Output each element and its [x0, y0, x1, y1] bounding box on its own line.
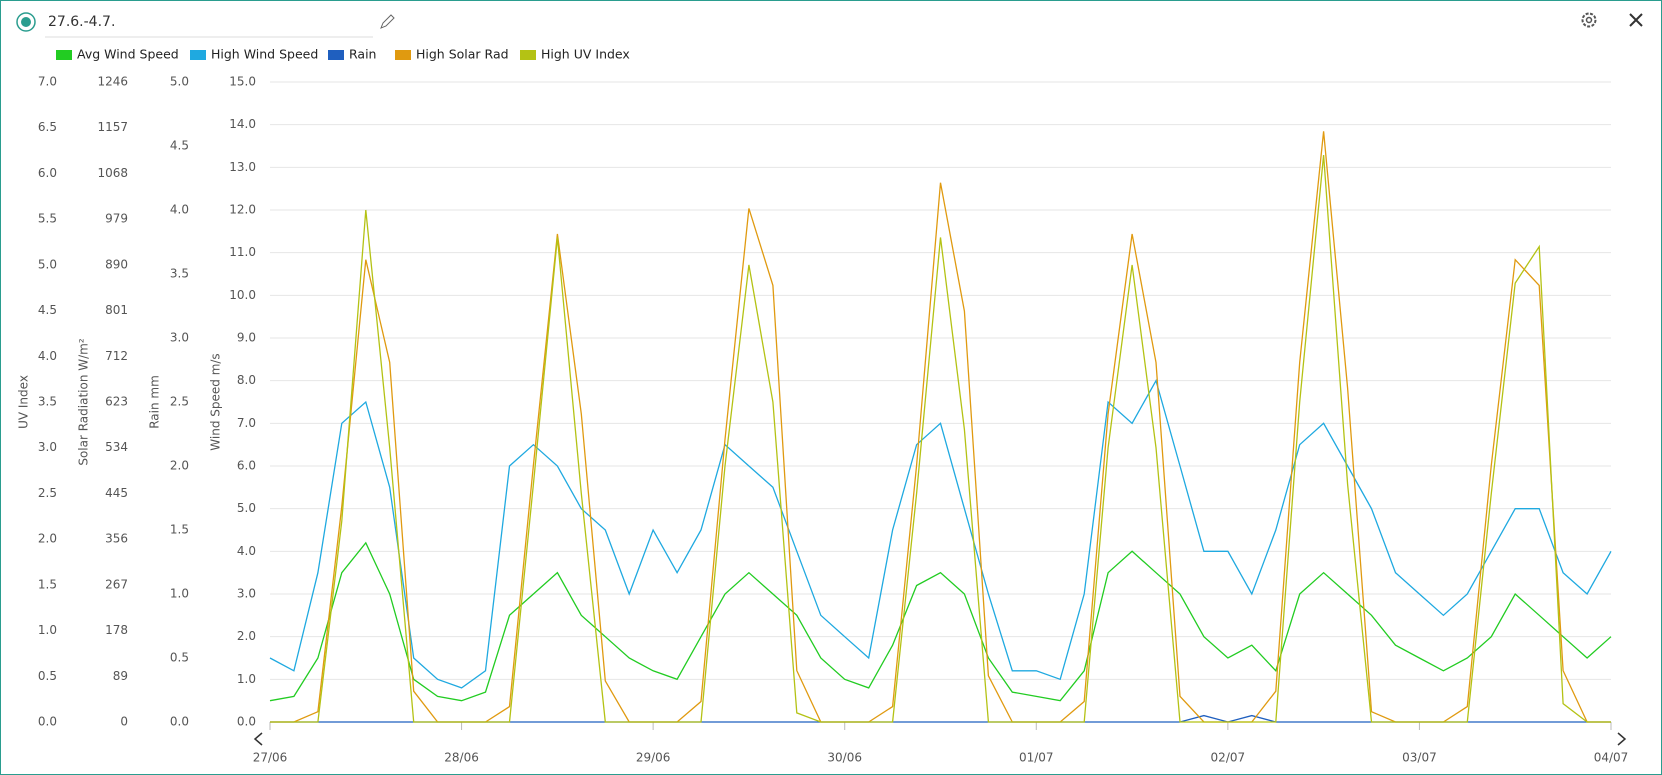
y-tick-label: 623 — [105, 395, 128, 409]
y-tick-label: 5.0 — [170, 75, 189, 89]
y-tick-label: 13.0 — [229, 160, 256, 174]
y-tick-label: 0.5 — [38, 669, 57, 683]
series-line — [270, 131, 1611, 723]
axis-title: Wind Speed m/s — [209, 353, 223, 450]
y-tick-label: 1.5 — [38, 577, 57, 591]
gear-hub — [1585, 16, 1593, 24]
y-tick-label: 4.0 — [237, 544, 256, 558]
y-tick-label: 7.0 — [237, 416, 256, 430]
y-tick-label: 979 — [105, 212, 128, 226]
close-icon[interactable] — [1629, 13, 1643, 27]
y-tick-label: 1.0 — [170, 587, 189, 601]
x-tick-label: 04/07 — [1594, 751, 1629, 765]
series-line — [269, 541, 1612, 702]
y-tick-label: 6.0 — [237, 459, 256, 473]
legend-swatch — [395, 50, 411, 60]
y-tick-label: 267 — [105, 577, 128, 591]
axis-title: UV Index — [17, 375, 31, 429]
series-line — [270, 155, 1611, 723]
y-tick-label: 0.0 — [237, 715, 256, 729]
y-tick-label: 0.0 — [38, 715, 57, 729]
axis-title: Rain mm — [148, 375, 162, 429]
gear — [1581, 12, 1597, 28]
settings-icon[interactable] — [1581, 12, 1597, 28]
y-tick-label: 2.0 — [237, 629, 256, 643]
x-tick-label: 01/07 — [1019, 751, 1054, 765]
status-dot — [21, 17, 31, 27]
x-tick-label: 27/06 — [253, 751, 288, 765]
y-tick-label: 6.0 — [38, 166, 57, 180]
y-tick-label: 89 — [113, 669, 128, 683]
y-tick-label: 3.5 — [38, 395, 57, 409]
y-tick-label: 9.0 — [237, 331, 256, 345]
y-tick-label: 10.0 — [229, 288, 256, 302]
y-tick-label: 178 — [105, 623, 128, 637]
y-tick-label: 534 — [105, 440, 128, 454]
x-tick-label: 30/06 — [827, 751, 862, 765]
prev-arrow[interactable] — [253, 732, 263, 746]
axis-title: Solar Radiation W/m² — [77, 338, 91, 466]
chart-title: 27.6.-4.7. — [48, 14, 115, 30]
x-tick-label: 28/06 — [444, 751, 479, 765]
legend-label: High UV Index — [541, 47, 630, 62]
y-tick-label: 2.0 — [170, 459, 189, 473]
y-tick-label: 8.0 — [237, 373, 256, 387]
y-tick-label: 1157 — [97, 120, 128, 134]
y-tick-label: 2.0 — [38, 532, 57, 546]
legend-label: High Wind Speed — [211, 47, 318, 62]
y-tick-label: 445 — [105, 486, 128, 500]
y-tick-label: 11.0 — [229, 245, 256, 259]
y-tick-label: 3.0 — [237, 587, 256, 601]
legend-label: High Solar Rad — [416, 47, 509, 62]
y-tick-label: 1068 — [97, 166, 128, 180]
series-line — [269, 379, 1612, 689]
legend-swatch — [56, 50, 72, 60]
y-tick-label: 6.5 — [38, 120, 57, 134]
edit-icon[interactable] — [380, 14, 395, 29]
y-tick-label: 1.5 — [170, 523, 189, 537]
y-tick-label: 3.5 — [170, 267, 189, 281]
y-tick-label: 712 — [105, 349, 128, 363]
y-tick-label: 12.0 — [229, 203, 256, 217]
x-tick-label: 03/07 — [1402, 751, 1437, 765]
y-tick-label: 14.0 — [229, 117, 256, 131]
y-tick-label: 4.0 — [170, 203, 189, 217]
legend-swatch — [328, 50, 344, 60]
y-tick-label: 3.0 — [38, 440, 57, 454]
legend-swatch — [190, 50, 206, 60]
y-tick-label: 4.5 — [38, 303, 57, 317]
x-tick-label: 02/07 — [1211, 751, 1246, 765]
legend-label: Avg Wind Speed — [77, 47, 179, 62]
y-tick-label: 890 — [105, 257, 128, 271]
next-arrow[interactable] — [1617, 732, 1627, 746]
legend-swatch — [520, 50, 536, 60]
y-tick-label: 4.5 — [170, 139, 189, 153]
y-tick-label: 5.5 — [38, 212, 57, 226]
y-tick-label: 5.0 — [38, 257, 57, 271]
x-tick-label: 29/06 — [636, 751, 671, 765]
legend-label: Rain — [349, 47, 376, 62]
y-tick-label: 7.0 — [38, 75, 57, 89]
y-tick-label: 3.0 — [170, 331, 189, 345]
y-tick-label: 0.5 — [170, 651, 189, 665]
y-tick-label: 356 — [105, 532, 128, 546]
y-tick-label: 4.0 — [38, 349, 57, 363]
y-tick-label: 0 — [120, 715, 128, 729]
status-icon — [16, 12, 36, 32]
y-tick-label: 2.5 — [38, 486, 57, 500]
y-tick-label: 15.0 — [229, 75, 256, 89]
y-tick-label: 0.0 — [170, 715, 189, 729]
y-tick-label: 5.0 — [237, 501, 256, 515]
y-tick-label: 801 — [105, 303, 128, 317]
y-tick-label: 2.5 — [170, 395, 189, 409]
y-tick-label: 1.0 — [38, 623, 57, 637]
y-tick-label: 1246 — [97, 75, 128, 89]
y-tick-label: 1.0 — [237, 672, 256, 686]
